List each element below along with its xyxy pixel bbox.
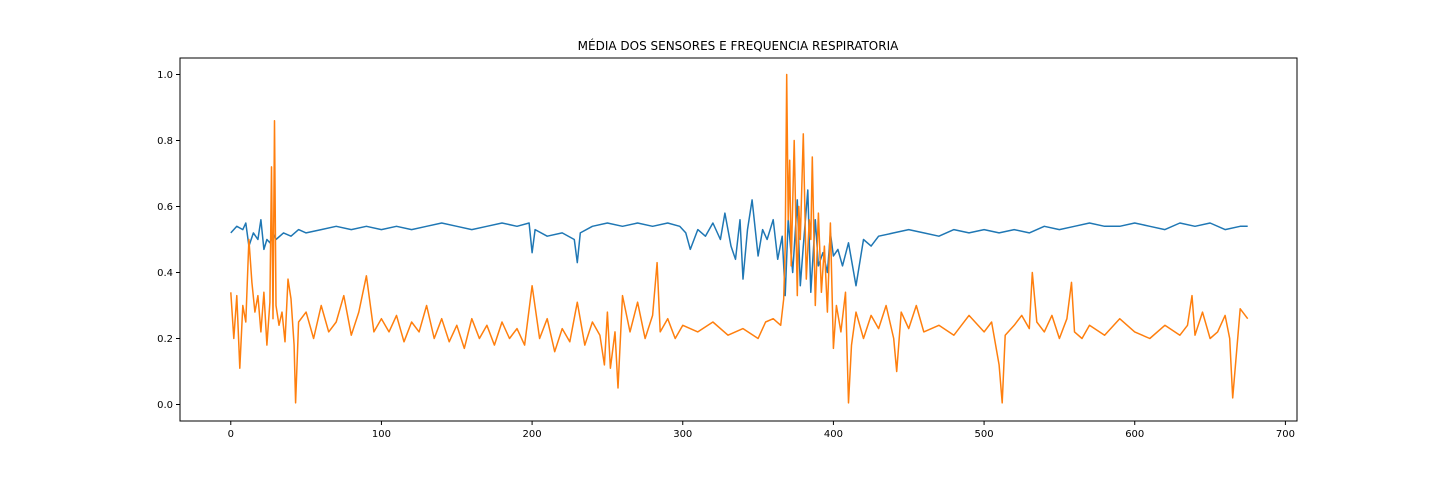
series-layer — [230, 73, 1249, 404]
y-tick-label: 0.2 — [157, 334, 173, 345]
x-tick-label: 200 — [523, 429, 542, 440]
y-tick-label: 0.4 — [157, 268, 173, 279]
y-tick-label: 1.0 — [157, 70, 173, 81]
plot-area-frame — [179, 57, 1298, 422]
y-tick-label: 0.0 — [157, 400, 173, 411]
y-tick-label: 0.6 — [157, 202, 173, 213]
x-tick-label: 0 — [228, 429, 234, 440]
x-tick-label: 100 — [372, 429, 391, 440]
chart-title: MÉDIA DOS SENSORES E FREQUENCIA RESPIRAT… — [578, 38, 899, 53]
x-tick-label: 600 — [1125, 429, 1144, 440]
series-line-2 — [230, 73, 1249, 404]
x-axis: 0 100 200 300 400 500 600 700 — [228, 421, 1295, 440]
x-tick-label: 500 — [975, 429, 994, 440]
x-tick-label: 400 — [824, 429, 843, 440]
x-tick-label: 700 — [1276, 429, 1295, 440]
y-axis: 0.0 0.2 0.4 0.6 0.8 1.0 — [157, 70, 180, 411]
series-line-1 — [230, 189, 1248, 297]
x-tick-label: 300 — [673, 429, 692, 440]
y-tick-label: 0.8 — [157, 136, 173, 147]
